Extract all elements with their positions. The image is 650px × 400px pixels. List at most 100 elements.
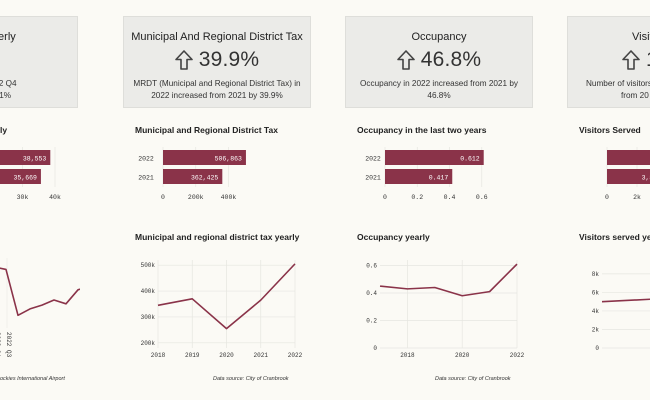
bar-value-label: 0.612 xyxy=(460,156,480,163)
kpi-value: 39.9% xyxy=(198,48,260,71)
kpi-value-row: 14 xyxy=(568,48,650,72)
x-tick-label: 0 xyxy=(161,194,165,201)
data-source: Data source: City of Cranbrook xyxy=(213,376,289,382)
x-tick-label: 2022 xyxy=(288,352,303,359)
kpi-card: ers Quarterly 1% arterly in 2022 Q4 22 Q… xyxy=(0,16,78,108)
x-tick-label: 2020 xyxy=(219,352,234,359)
y-tick-label: 0.4 xyxy=(366,290,377,297)
bar-chart-title: Visitors Served xyxy=(579,125,641,135)
kpi-description: Occupancy in 2022 increased from 2021 by… xyxy=(354,78,524,102)
bar-chart: 0 200k 400k 506,863 2022 362,425 2021 xyxy=(138,147,246,201)
kpi-description: Number of visitors s from 20 xyxy=(586,78,650,102)
kpi-description: arterly in 2022 Q4 22 Q3 by 8.1% xyxy=(0,78,69,102)
kpi-title: Municipal And Regional District Tax xyxy=(131,31,303,43)
series-line xyxy=(0,267,80,317)
kpi-description-line: from 20 xyxy=(621,91,649,100)
kpi-card: Occupancy 46.8% Occupancy in 2022 increa… xyxy=(345,16,533,108)
x-tick-label: 2k xyxy=(633,194,641,201)
bar-value-label: 38,553 xyxy=(23,156,47,163)
column-visitors: Visito 14 Number of visitors s from 20 V… xyxy=(567,0,650,400)
arrow-up-icon xyxy=(396,50,415,70)
y-tick-label: 0.6 xyxy=(366,263,377,270)
line-chart: 200k 300k 400k 500k 2018 2019 2020 2021 2022 xyxy=(141,260,303,359)
x-tick-label: 2018 xyxy=(151,352,166,359)
arrow-up-icon xyxy=(174,50,193,70)
bar xyxy=(607,169,650,184)
data-source: ockies International Airport xyxy=(0,376,65,382)
bar-category-label: 2021 xyxy=(365,175,381,182)
kpi-description-line: MRDT (Municipal and Regional District Ta… xyxy=(133,79,301,88)
kpi-value: 14 xyxy=(646,48,650,72)
bar-value-label: 3,873 xyxy=(642,175,650,182)
series-line xyxy=(157,263,296,330)
line-chart-title: Municipal and regional district tax year… xyxy=(135,232,300,242)
line-chart: 2018 Q12018 Q32019 Q12019 Q32020 Q12020 … xyxy=(0,258,80,358)
line-chart-title: Visitors served yearly xyxy=(579,232,650,242)
bar-chart-title: ly xyxy=(0,125,8,135)
y-tick-label: 500k xyxy=(141,262,156,269)
bar xyxy=(385,169,453,184)
x-tick-label: 2018 xyxy=(400,352,415,359)
kpi-value: 46.8% xyxy=(420,48,482,71)
x-tick-label: 40k xyxy=(49,194,61,201)
y-tick-label: 400k xyxy=(141,288,156,295)
kpi-description-line: 2022 increased from 2021 by 39.9% xyxy=(151,91,283,100)
bar-chart: 30k 40k 38,553 35,669 xyxy=(0,147,61,201)
y-tick-label: 300k xyxy=(141,314,156,321)
column-mrdt: Municipal And Regional District Tax 39.9… xyxy=(123,0,313,400)
x-tick-label: 2022 Q1 xyxy=(0,332,1,358)
x-tick-label: 2021 xyxy=(254,352,269,359)
bar-category-label: 2021 xyxy=(138,175,154,182)
kpi-title: Occupancy xyxy=(411,31,467,43)
x-tick-label: 200k xyxy=(188,194,204,201)
y-tick-label: 6k xyxy=(592,289,600,296)
arrow-up-icon xyxy=(622,50,640,70)
bar-chart: 02k4k3,873 xyxy=(605,147,650,201)
x-tick-label: 30k xyxy=(17,194,29,201)
series-line xyxy=(601,298,650,303)
x-tick-label: 0 xyxy=(383,194,387,201)
bar-chart-title: Occupancy in the last two years xyxy=(357,125,487,135)
bar-value-label: 0.417 xyxy=(429,175,449,182)
bar xyxy=(0,169,41,184)
x-tick-label: 0.4 xyxy=(444,194,456,201)
data-source: Data source: City of Cranbrook xyxy=(435,376,511,382)
line-chart-title: Occupancy yearly xyxy=(357,232,430,242)
bar xyxy=(163,150,246,165)
x-tick-label: 2022 Q3 xyxy=(5,332,12,358)
x-tick-label: 400k xyxy=(221,194,237,201)
bar xyxy=(385,150,484,165)
y-tick-label: 0 xyxy=(373,345,377,352)
bar xyxy=(163,169,223,184)
x-tick-label: 0 xyxy=(605,194,609,201)
kpi-title: ers Quarterly xyxy=(0,31,16,43)
kpi-description-line: 22 Q3 by 8.1% xyxy=(0,91,12,100)
kpi-description-line: Number of visitors s xyxy=(586,79,650,88)
y-tick-label: 200k xyxy=(141,340,156,347)
x-tick-label: 2019 xyxy=(185,352,200,359)
kpi-description: MRDT (Municipal and Regional District Ta… xyxy=(132,78,302,102)
x-tick-label: 0.2 xyxy=(411,194,423,201)
kpi-value-row: 46.8% xyxy=(346,48,532,72)
bar-category-label: 2022 xyxy=(365,156,381,163)
y-tick-label: 8k xyxy=(592,271,600,278)
kpi-title: Visito xyxy=(632,31,650,43)
bar xyxy=(0,150,51,165)
column-occupancy: Occupancy 46.8% Occupancy in 2022 increa… xyxy=(345,0,535,400)
line-chart: 0 0.2 0.4 0.6 2018 2020 2022 xyxy=(366,260,525,359)
y-tick-label: 0 xyxy=(595,345,599,352)
kpi-description-line: arterly in 2022 Q4 xyxy=(0,79,17,88)
kpi-description-line: 46.8% xyxy=(427,91,451,100)
bar-category-label: 2022 xyxy=(138,156,154,163)
series-line xyxy=(379,263,518,297)
y-tick-label: 4k xyxy=(592,308,600,315)
bar xyxy=(607,150,650,165)
column-airport-passengers: ers Quarterly 1% arterly in 2022 Q4 22 Q… xyxy=(0,0,80,400)
kpi-card: Visito 14 Number of visitors s from 20 xyxy=(567,16,650,108)
kpi-description-line: Occupancy in 2022 increased from 2021 by xyxy=(360,79,518,88)
bar-chart: 0 0.2 0.4 0.6 0.612 2022 0.417 2021 xyxy=(365,147,488,201)
kpi-card: Municipal And Regional District Tax 39.9… xyxy=(123,16,311,108)
y-tick-label: 2k xyxy=(592,326,600,333)
bar-value-label: 35,669 xyxy=(14,175,38,182)
